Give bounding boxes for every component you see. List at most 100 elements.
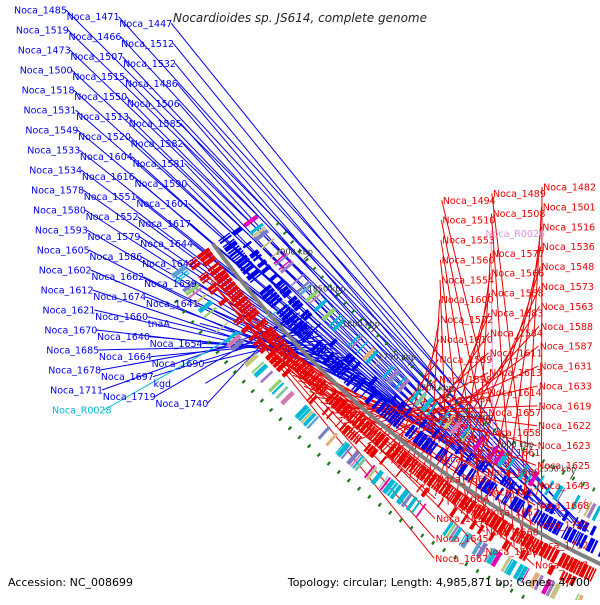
gene-label[interactable]: Noca_1601 — [136, 199, 189, 210]
gene-label[interactable]: Noca_1644 — [140, 239, 193, 250]
gene-label[interactable]: Noca_1552 — [86, 212, 139, 223]
gene-label[interactable]: Noca_1680 — [487, 468, 540, 479]
gene-label[interactable]: Noca_1688 — [485, 547, 538, 558]
gene-label[interactable]: Noca_1647 — [535, 561, 588, 572]
gene-label[interactable]: Noca_1685 — [46, 346, 99, 357]
gene-label[interactable]: Noca_1518 — [22, 86, 75, 97]
gene-label[interactable]: Noca_1533 — [27, 146, 80, 157]
gene-label[interactable]: Noca_1447 — [119, 19, 172, 30]
gene-label[interactable]: Noca_1494 — [443, 196, 496, 207]
gene-label[interactable]: Noca_1627 — [487, 488, 540, 499]
gene-label[interactable]: Noca_1637 — [438, 435, 491, 446]
gene-label[interactable]: Noca_1740 — [155, 399, 208, 410]
gene-label[interactable]: Noca_1536 — [542, 242, 595, 253]
gene-label[interactable]: Noca_1583 — [490, 309, 543, 320]
gene-label[interactable]: Noca_1532 — [123, 59, 176, 70]
gene-label[interactable]: Noca_1510 — [442, 216, 495, 227]
gene-label[interactable]: Noca_1622 — [538, 421, 591, 432]
gene-label[interactable]: Noca_1617 — [138, 219, 191, 230]
gene-label[interactable]: Noca_1600 — [441, 295, 494, 306]
gene-label[interactable]: Noca_R0028 — [52, 406, 112, 417]
gene-label[interactable]: Noca_1690 — [152, 359, 205, 370]
gene-label[interactable]: ribA — [470, 494, 490, 505]
gene-label[interactable]: Noca_1619 — [538, 401, 591, 412]
gene-label[interactable]: Noca_1519 — [16, 26, 69, 37]
gene-label[interactable]: Noca_1636 — [438, 415, 491, 426]
gene-label[interactable]: Noca_1587 — [540, 342, 593, 353]
gene-label[interactable]: Noca_1501 — [543, 202, 596, 213]
gene-label[interactable]: tnaA — [148, 319, 171, 330]
gene-label[interactable]: Noca_1633 — [539, 381, 592, 392]
gene-label[interactable]: Noca_1643 — [537, 481, 590, 492]
gene-label[interactable]: Noca_1635 — [436, 514, 489, 525]
gene-label[interactable]: Noca_1553 — [442, 236, 495, 247]
gene-label[interactable]: Noca_1661 — [487, 448, 540, 459]
gene-label[interactable]: Noca_1588 — [540, 322, 593, 333]
gene-label[interactable]: Noca_1719 — [103, 392, 156, 403]
gene-label[interactable]: Noca_1581 — [133, 159, 186, 170]
gene-label[interactable]: Noca_1554 — [441, 275, 494, 286]
gene-label[interactable]: Noca_1639 — [144, 279, 197, 290]
gene-label[interactable]: Noca_1666 — [486, 527, 539, 538]
gene-label[interactable]: Noca_1641 — [146, 299, 199, 310]
gene-label[interactable]: Noca_1625 — [537, 461, 590, 472]
gene-label[interactable]: Noca_1473 — [18, 46, 71, 57]
gene-label[interactable]: Noca_1566 — [491, 269, 544, 280]
gene-label[interactable]: Noca_1507 — [70, 52, 123, 63]
gene-label[interactable]: Noca_1573 — [541, 282, 594, 293]
gene-label[interactable]: Noca_1572 — [440, 315, 493, 326]
gene-label[interactable]: Noca_1602 — [39, 266, 92, 277]
gene-label[interactable]: Noca_1645 — [436, 534, 489, 545]
gene-label[interactable]: Noca_1674 — [93, 292, 146, 303]
gene-label[interactable]: Noca_1579 — [88, 232, 141, 243]
gene-label[interactable]: Noca_1506 — [127, 99, 180, 110]
gene-label[interactable]: Noca_1531 — [24, 106, 77, 117]
gene-label[interactable]: Noca_1585 — [129, 119, 182, 130]
gene-label[interactable]: Noca_1466 — [69, 32, 122, 43]
gene-label[interactable]: Noca_1550 — [74, 92, 127, 103]
gene-label[interactable]: Noca_1670 — [44, 326, 97, 337]
gene-label[interactable]: Noca_1593 — [35, 226, 88, 237]
gene-label[interactable]: Noca_1631 — [539, 362, 592, 373]
gene-label[interactable]: Noca_1582 — [131, 139, 184, 150]
gene-label[interactable]: Noca_1586 — [89, 252, 142, 263]
gene-label[interactable]: Noca_1621 — [43, 306, 96, 317]
gene-label[interactable]: Noca_1500 — [20, 66, 73, 77]
gene-label[interactable]: Noca_1548 — [541, 262, 594, 273]
gene-label[interactable]: Noca_1563 — [541, 302, 594, 313]
gene-label[interactable]: Noca_1577 — [492, 249, 545, 260]
gene-label[interactable]: Noca_1610 — [440, 335, 493, 346]
gene-label[interactable]: Noca_1558 — [491, 289, 544, 300]
gene-label[interactable]: Noca_1590 — [134, 179, 187, 190]
gene-label[interactable]: Noca_1654 — [150, 339, 203, 350]
gene-label[interactable]: Noca_1652 — [486, 507, 539, 518]
gene-label[interactable]: Noca_1551 — [84, 192, 137, 203]
gene-label[interactable]: Noca_1634 — [439, 395, 492, 406]
gene-label[interactable]: Noca_1662 — [91, 272, 144, 283]
gene-label[interactable]: Noca_1703 — [536, 521, 589, 532]
gene-label[interactable]: Noca_1482 — [543, 183, 596, 194]
gene-label[interactable]: Noca_1665 — [437, 474, 490, 485]
gene-label[interactable]: Noca_1584 — [490, 328, 543, 339]
gene-label[interactable]: Noca_1657 — [488, 408, 541, 419]
gene-label[interactable]: Noca_1711 — [50, 386, 103, 397]
gene-label[interactable]: Noca_1605 — [37, 246, 90, 257]
gene-label[interactable]: Noca_1660 — [95, 312, 148, 323]
gene-label[interactable]: Noca_1612 — [41, 286, 94, 297]
gene-label[interactable]: Noca_1471 — [67, 12, 120, 23]
gene-label[interactable]: Noca_1513 — [76, 112, 129, 123]
gene-label[interactable]: Noca_1516 — [542, 222, 595, 233]
gene-label[interactable]: Noca_1580 — [33, 206, 86, 217]
gene-label[interactable]: Noca_1642 — [142, 259, 195, 270]
gene-label[interactable]: Noca_1549 — [25, 126, 78, 137]
gene-label[interactable]: Noca_1604 — [80, 152, 133, 163]
gene-label[interactable]: Noca_1589 — [439, 355, 492, 366]
gene-label[interactable]: Noca_1485 — [14, 6, 67, 17]
gene-label[interactable]: Noca_1512 — [121, 39, 174, 50]
gene-label[interactable]: Noca_1534 — [29, 166, 82, 177]
gene-label[interactable]: Noca_1560 — [442, 255, 495, 266]
gene-label[interactable]: Noca_1614 — [489, 388, 542, 399]
gene-label[interactable]: kgd — [153, 379, 171, 390]
gene-label[interactable]: Noca_1578 — [31, 186, 84, 197]
gene-label[interactable]: Noca_1638 — [437, 454, 490, 465]
